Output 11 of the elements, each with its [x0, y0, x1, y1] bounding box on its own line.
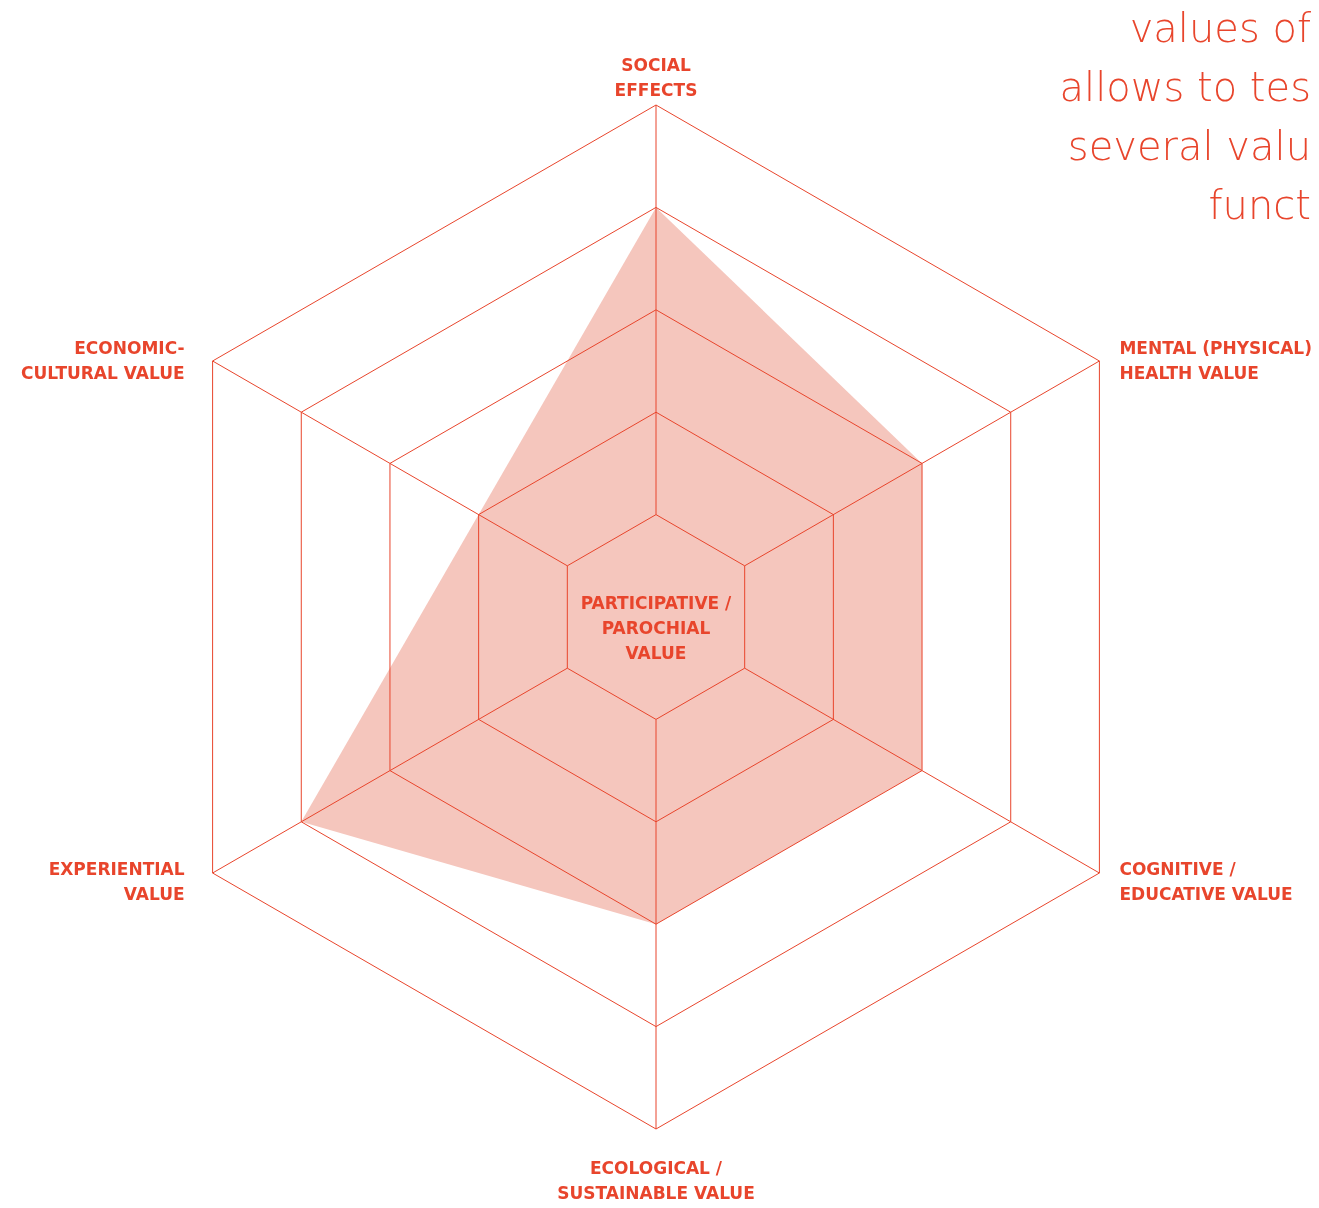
text: PARTICIPATIVE / PAROCHIAL VALUE	[580, 593, 733, 663]
text: several valu	[1067, 123, 1311, 169]
text: allows to tes	[1059, 64, 1311, 110]
spoke-label: ECONOMIC- CULTURAL VALUE	[21, 338, 185, 383]
spoke-label: EXPERIENTIAL VALUE	[48, 859, 185, 904]
spoke-label: ECOLOGICAL / SUSTAINABLE VALUE	[557, 1158, 755, 1203]
spoke-label: MENTAL (PHYSICAL) HEALTH VALUE	[1119, 338, 1312, 383]
text: funct	[1208, 182, 1311, 228]
text: values of	[1129, 5, 1311, 51]
spoke-label: SOCIAL EFFECTS	[614, 55, 698, 100]
spoke-label: COGNITIVE / EDUCATIVE VALUE	[1119, 859, 1293, 904]
